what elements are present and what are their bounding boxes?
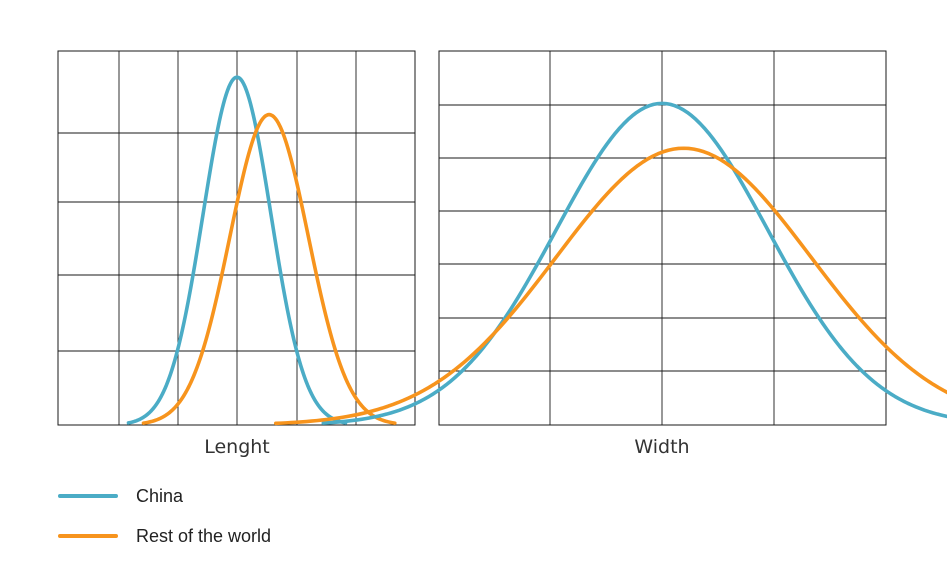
width-chart: Width xyxy=(273,50,947,458)
width-series-rest-of-world xyxy=(273,146,947,426)
legend-swatch-rest-of-world xyxy=(58,534,118,538)
legend-label-china: China xyxy=(136,485,184,506)
legend-item-rest-of-world: Rest of the world xyxy=(58,516,271,556)
legend-label-rest-of-world: Rest of the world xyxy=(136,525,272,546)
legend-item-china: China xyxy=(58,476,271,516)
length-grid xyxy=(57,50,416,426)
length-curves xyxy=(126,75,397,425)
legend-swatch-china xyxy=(58,494,118,498)
width-grid xyxy=(438,50,887,426)
length-axis-label: Lenght xyxy=(204,436,270,458)
length-series-rest-of-world xyxy=(141,112,397,425)
length-series-china xyxy=(126,75,348,425)
width-plot-frame xyxy=(438,50,887,426)
width-series-china xyxy=(321,101,947,425)
legend: China Rest of the world xyxy=(58,476,271,556)
width-axis-label: Width xyxy=(634,436,689,458)
width-curves xyxy=(273,101,947,426)
length-plot-frame xyxy=(57,50,416,426)
length-chart: Lenght xyxy=(57,50,416,458)
